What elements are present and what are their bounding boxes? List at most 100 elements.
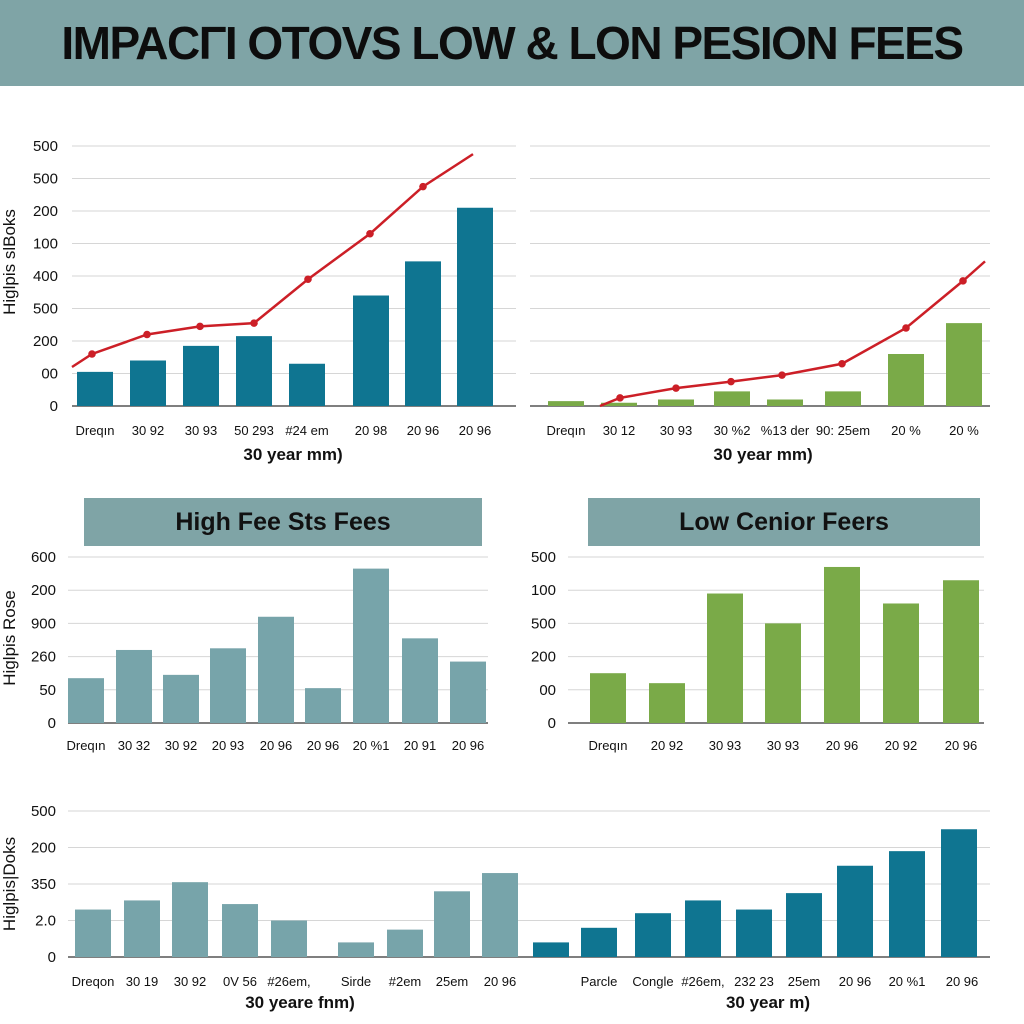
x-tick-label: 20 96 — [307, 738, 340, 753]
bar — [658, 399, 694, 406]
y-tick-label: 0 — [48, 949, 56, 966]
y-tick-label: 2.0 — [35, 913, 56, 930]
fee-trend-point — [250, 319, 258, 327]
fee-trend-point — [672, 384, 680, 392]
bar — [305, 688, 341, 723]
x-tick-label: 20 % — [949, 423, 979, 438]
x-tick-label: 90: 25em — [816, 423, 870, 438]
x-tick-label: 232 23 — [734, 974, 774, 989]
bar-dark — [941, 829, 977, 957]
y-tick-label: 00 — [41, 366, 58, 383]
bar — [457, 207, 493, 406]
y-tick-label: 50 — [39, 682, 56, 699]
x-tick-label: Dreqon — [72, 974, 115, 989]
x-tick-label: 20 96 — [407, 423, 440, 438]
bar — [707, 593, 743, 723]
y-tick-label: 500 — [33, 138, 58, 155]
x-tick-label: Dreqın — [75, 423, 114, 438]
x-tick-label: 30 93 — [767, 738, 800, 753]
bar — [289, 363, 325, 406]
bar — [236, 336, 272, 406]
x-tick-label: #24 em — [285, 423, 328, 438]
x-tick-label: #26em, — [681, 974, 724, 989]
x-tick-label: 30 19 — [126, 974, 159, 989]
bar-light — [434, 891, 470, 957]
bar-dark — [533, 942, 569, 957]
bar — [601, 402, 637, 406]
y-tick-label: 500 — [531, 549, 556, 566]
bar-light — [338, 942, 374, 957]
x-tick-label: 20 96 — [945, 738, 978, 753]
bar-light — [222, 904, 258, 957]
y-axis-title: Higlpis|Doks — [0, 837, 19, 931]
x-tick-label: 20 96 — [946, 974, 979, 989]
fee-trend-point — [616, 394, 624, 402]
bar — [130, 360, 166, 406]
low-fee-header-label: Low Cenior Feers — [679, 507, 889, 536]
bar-dark — [889, 851, 925, 957]
x-tick-label: 0V 56 — [223, 974, 257, 989]
bar — [353, 295, 389, 406]
x-tick-label: Dreqın — [66, 738, 105, 753]
bar-dark — [786, 893, 822, 957]
x-tick-label: 20 92 — [651, 738, 684, 753]
fee-trend-line — [599, 260, 986, 408]
x-tick-label: Parcle — [581, 974, 618, 989]
x-tick-label: 30 92 — [165, 738, 198, 753]
x-tick-label: 20 93 — [212, 738, 245, 753]
y-tick-label: 200 — [33, 203, 58, 220]
bar-dark — [581, 927, 617, 957]
bar-light — [271, 920, 307, 957]
fee-trend-point — [143, 330, 151, 339]
fee-trend-point — [419, 182, 427, 191]
y-tick-label: 600 — [31, 549, 56, 566]
x-tick-label: 30 32 — [118, 738, 151, 753]
bar — [824, 566, 860, 723]
y-tick-label: 900 — [31, 615, 56, 632]
bar-light — [172, 882, 208, 957]
x-tick-label: 30 %2 — [714, 423, 751, 438]
fee-trend-point — [304, 275, 312, 284]
x-tick-label: Dreqın — [588, 738, 627, 753]
bar — [765, 623, 801, 723]
x-tick-label: 30 93 — [709, 738, 742, 753]
bar — [767, 399, 803, 406]
bar-dark — [685, 900, 721, 957]
x-tick-label: 30 12 — [603, 423, 636, 438]
y-tick-label: 100 — [33, 236, 58, 253]
low-fee-header: Low Cenior Feers — [588, 498, 980, 546]
x-axis-title: 30 yeare fnm) — [245, 993, 355, 1012]
x-tick-label: #2em — [389, 974, 422, 989]
y-tick-label: 260 — [31, 649, 56, 666]
title-banner: IMPACΓI OTOVS LOW & LON PESION FEES — [0, 0, 1024, 86]
high-fee-header: High Fee Sts Fees — [84, 498, 482, 546]
y-tick-label: 400 — [33, 268, 58, 285]
x-axis-title: 30 year mm) — [243, 445, 342, 464]
x-tick-label: 20 96 — [459, 423, 492, 438]
y-axis-title: Higlpis Rose — [0, 590, 19, 685]
x-tick-label: 30 93 — [660, 423, 693, 438]
bar — [116, 649, 152, 723]
bar — [163, 674, 199, 723]
x-tick-label: Congle — [632, 974, 673, 989]
bar — [353, 568, 389, 723]
y-tick-label: 200 — [33, 333, 58, 350]
bar — [258, 616, 294, 723]
y-tick-label: 100 — [531, 582, 556, 599]
fee-trend-point — [196, 322, 204, 331]
x-tick-label: 50 293 — [234, 423, 274, 438]
bar — [888, 354, 924, 406]
bar — [405, 261, 441, 406]
x-tick-label: 20 92 — [885, 738, 918, 753]
x-tick-label: 20 96 — [839, 974, 872, 989]
x-tick-label: 20 96 — [452, 738, 485, 753]
y-tick-label: 500 — [531, 615, 556, 632]
fee-trend-point — [727, 377, 735, 386]
bar — [183, 345, 219, 406]
x-tick-label: Sirde — [341, 974, 371, 989]
x-tick-label: 20 96 — [484, 974, 517, 989]
y-tick-label: 00 — [539, 682, 556, 699]
bar-dark — [635, 913, 671, 957]
bar-light — [124, 900, 160, 957]
